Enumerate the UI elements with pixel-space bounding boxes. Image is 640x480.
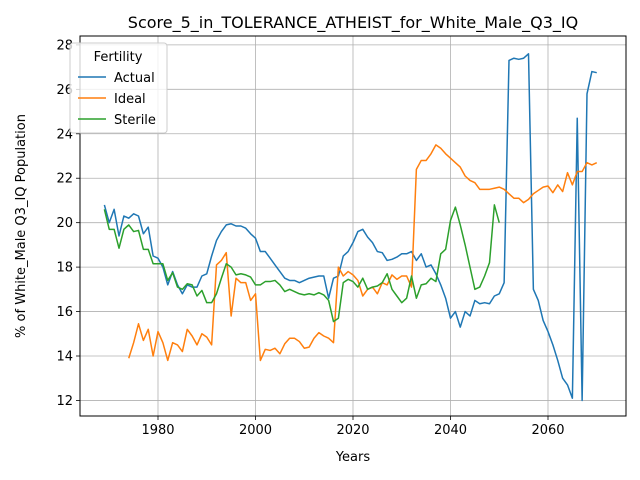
chart-title: Score_5_in_TOLERANCE_ATHEIST_for_White_M…	[128, 13, 578, 33]
y-tick-label: 18	[56, 261, 73, 276]
legend: Fertility Actual Ideal Sterile	[69, 42, 168, 134]
grid-lines	[80, 36, 626, 416]
y-tick-label: 16	[56, 305, 73, 320]
x-axis: 1980 2000 2020 2040 2060	[141, 416, 565, 438]
legend-label-ideal: Ideal	[114, 92, 146, 107]
y-tick-label: 22	[56, 172, 73, 187]
y-tick-label: 20	[56, 216, 73, 231]
legend-title: Fertility	[94, 50, 143, 65]
y-axis: 12 14 16 18 20 22 24 26 28	[56, 38, 80, 409]
x-tick-label: 2000	[239, 423, 272, 438]
legend-box	[69, 42, 168, 134]
y-tick-label: 28	[56, 38, 73, 53]
y-tick-label: 26	[56, 83, 73, 98]
x-tick-label: 1980	[141, 423, 174, 438]
y-axis-label: % of White_Male Q3_IQ Population	[14, 114, 29, 338]
y-tick-label: 12	[56, 394, 73, 409]
x-tick-label: 2060	[531, 423, 564, 438]
series-layer	[103, 53, 598, 402]
series-line-actual	[103, 53, 597, 402]
y-tick-label: 14	[56, 350, 73, 365]
series-line-ideal	[128, 144, 598, 362]
y-tick-label: 24	[56, 127, 73, 142]
x-tick-label: 2040	[434, 423, 467, 438]
legend-label-sterile: Sterile	[114, 113, 156, 128]
x-tick-label: 2020	[336, 423, 369, 438]
x-axis-label: Years	[335, 450, 371, 465]
legend-label-actual: Actual	[114, 71, 155, 86]
series-line-sterile	[103, 204, 500, 323]
